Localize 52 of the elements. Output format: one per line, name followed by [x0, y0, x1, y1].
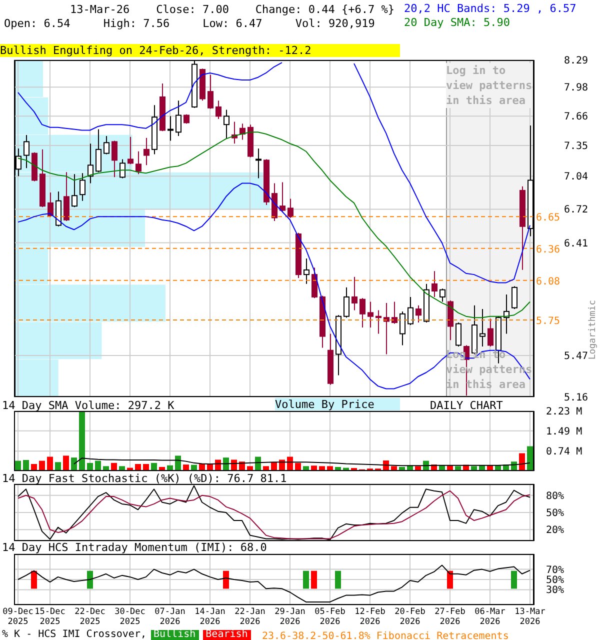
y-tick-label: 70%: [546, 564, 564, 576]
y-tick-label: 50%: [546, 575, 564, 586]
x-tick-label: 15-Dec 2025: [34, 607, 66, 627]
x-tick-label: 13-Mar 2026: [514, 607, 546, 627]
band-label: Log in to view patterns in this area: [446, 63, 532, 108]
chart-title: 14 Day Fast Stochastic (%K) (%D): 76.7 81.1: [2, 472, 287, 485]
x-tick-label: 07-Jan 2026: [154, 607, 186, 627]
y-tick-label: 6.72: [564, 204, 588, 216]
y-tick-label: 80%: [546, 490, 564, 502]
text: Bullish Engulfing on 24-Feb-26, Strength: -12.2: [0, 44, 400, 57]
y-tick-label: 7.04: [564, 172, 588, 183]
y-axis-title: Logarithmic: [588, 300, 598, 360]
y-tick-label: 1.49 M: [546, 426, 582, 438]
text: Bullish: [150, 629, 199, 640]
text: 20 Day SMA: 5.90: [404, 16, 511, 30]
y-tick-label: 6.41: [564, 238, 588, 250]
x-tick-label: 22-Dec 2025: [74, 607, 106, 627]
chart-title: 14 Day SMA Volume: 297.2 K: [2, 399, 174, 412]
ref-line-label: 6.36: [536, 244, 560, 256]
y-tick-label: 2.23 M: [546, 406, 582, 418]
ref-line-label: 5.75: [536, 316, 560, 328]
x-tick-label: 05-Feb 2026: [314, 607, 346, 627]
x-tick-label: 30-Dec 2025: [114, 607, 146, 627]
annotation: Volume By Price: [275, 398, 400, 411]
y-tick-label: 30%: [546, 585, 564, 596]
x-tick-label: 12-Feb 2026: [354, 607, 386, 627]
y-tick-label: 0.74 M: [546, 446, 582, 458]
chart-title: 14 Day HCS Intraday Momentum (IMI): 68.0: [2, 541, 267, 554]
x-tick-label: 09-Dec 2025: [2, 607, 34, 627]
x-tick-label: 29-Jan 2026: [274, 607, 306, 627]
y-tick-label: 50%: [546, 508, 564, 519]
y-tick-label: 7.98: [564, 82, 588, 94]
y-tick-label: 7.66: [564, 112, 588, 123]
chart-subtitle: Open: 6.54 High: 7.56 Low: 6.47 Vol: 920,919: [4, 17, 375, 30]
text: 20,2 HC Bands: 5.29 , 6.57: [404, 2, 576, 16]
ref-line-label: 6.08: [536, 276, 560, 288]
x-tick-label: 14-Jan 2026: [194, 607, 226, 627]
x-tick-label: 06-Mar 2026: [474, 607, 506, 627]
x-tick-label: 22-Jan 2026: [234, 607, 266, 627]
y-tick-label: 20%: [546, 525, 564, 536]
x-tick-label: 20-Feb 2026: [394, 607, 426, 627]
y-tick-label: 5.16: [564, 392, 588, 404]
y-tick-label: 8.29: [564, 56, 588, 66]
legend-title: % K - HCS IMI Crossover,: [2, 629, 146, 640]
y-tick-label: 5.47: [564, 351, 588, 362]
chart-title: 13-Mar-26 Close: 7.00 Change: 0.44 {+6.7 %}: [70, 3, 395, 16]
annotation: DAILY CHART: [430, 399, 503, 412]
y-tick-label: 7.35: [564, 141, 588, 152]
ref-line-label: 6.65: [536, 212, 560, 224]
x-tick-label: 27-Feb 2026: [434, 607, 466, 627]
text: 23.6-38.2-50-61.8% Fibonacci Retracements: [262, 630, 509, 640]
text: Bearish: [202, 629, 251, 640]
